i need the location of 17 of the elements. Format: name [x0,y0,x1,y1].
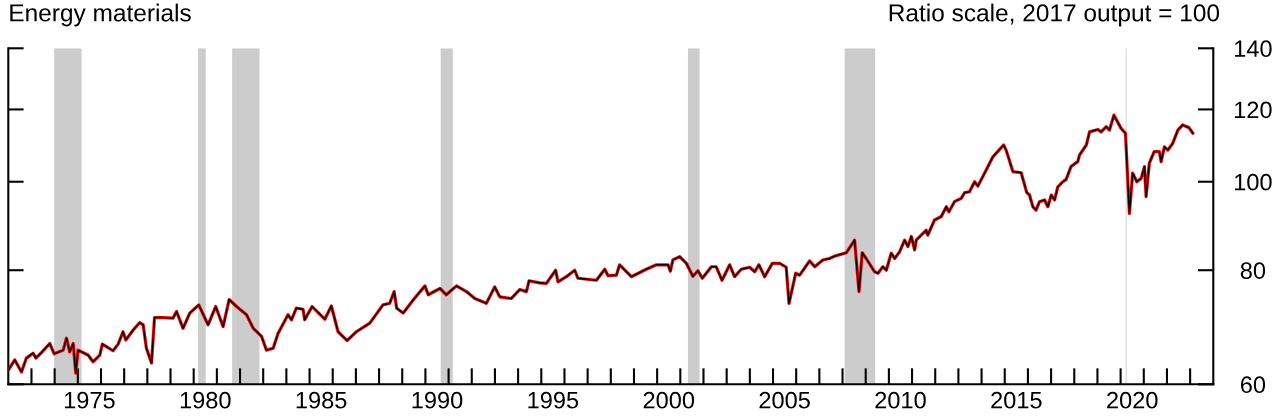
x-tick-label: 2000 [643,391,695,409]
x-tick-label: 1990 [412,391,463,409]
x-tick-label: 2015 [991,391,1042,409]
chart-title: Energy materials [10,3,191,27]
x-tick-label: 2010 [875,391,926,409]
x-tick-label: 2020 [1107,391,1158,409]
y-tick-label: 120 [1234,101,1272,119]
x-tick-label: 1995 [528,391,579,409]
y-tick-label: 100 [1234,173,1272,191]
x-tick-label: 1980 [180,391,231,409]
y-tick-label: 80 [1240,262,1266,280]
x-tick-label: 2005 [759,391,810,409]
y-tick-label: 60 [1240,376,1266,394]
y-axis-title: Ratio scale, 2017 output = 100 [889,3,1220,27]
x-tick-label: 1985 [296,391,347,409]
x-tick-label: 1975 [64,391,115,409]
y-tick-label: 140 [1234,40,1272,58]
